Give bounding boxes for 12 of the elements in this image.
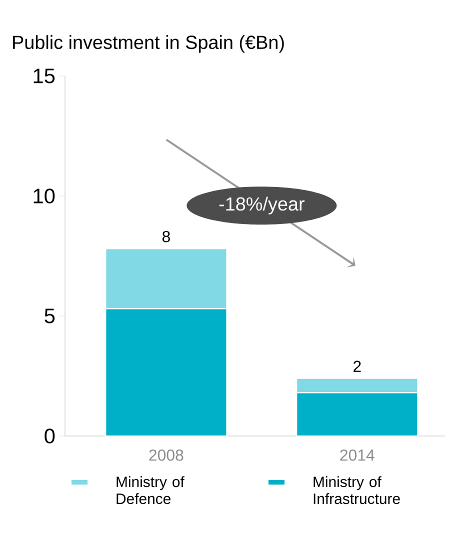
x-tick-label: 2014: [340, 450, 374, 461]
y-tick-label: 5: [44, 308, 55, 324]
legend-label: Ministry of Infrastructure: [314, 476, 400, 504]
chart-title: Public investment in Spain (€Bn): [13, 35, 284, 53]
y-tick-label: 15: [34, 68, 55, 84]
annotation: -18%/year: [219, 196, 304, 214]
x-tick-label: 2008: [149, 450, 184, 461]
total-label: 8: [162, 230, 170, 242]
y-tick-label: 10: [34, 188, 55, 204]
y-tick-label: 0: [44, 428, 55, 444]
total-label: 2: [354, 360, 361, 372]
legend-label: Ministry of Defence: [116, 476, 184, 504]
